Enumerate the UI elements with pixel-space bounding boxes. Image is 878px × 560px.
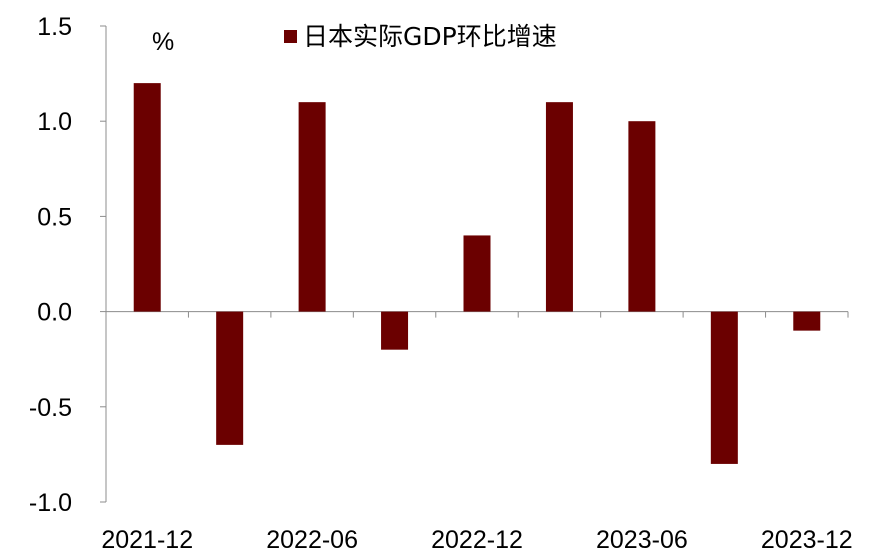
bar-2023-03: [545, 102, 573, 312]
x-tick-label: 2022-06: [266, 526, 358, 554]
x-tick-label: 2023-06: [596, 526, 688, 554]
bar-2022-09: [381, 311, 409, 350]
x-tick-label: 2021-12: [101, 526, 193, 554]
y-axis: -1.0 -0.5 0.0 0.5 1.0 1.5: [29, 13, 107, 517]
y-tick-label: 0.5: [37, 203, 72, 231]
bar-2023-12: [793, 311, 821, 331]
legend: 日本实际GDP环比增速: [284, 22, 557, 51]
bar-2021-12: [133, 83, 161, 312]
legend-label: 日本实际GDP环比增速: [303, 22, 557, 51]
bar-series: [133, 83, 821, 464]
x-axis: 2021-12 2022-06 2022-12 2023-06 2023-12: [101, 311, 853, 554]
legend-swatch: [284, 30, 297, 43]
bar-2022-03: [216, 311, 244, 445]
bar-2022-12: [463, 235, 491, 312]
y-tick-label: -1.0: [29, 489, 72, 517]
x-tick-label: 2022-12: [431, 526, 523, 554]
y-tick-label: 1.0: [37, 108, 72, 136]
y-tick-label: -0.5: [29, 394, 72, 422]
unit-label: %: [152, 28, 174, 56]
x-tick-label: 2023-12: [761, 526, 853, 554]
bar-2023-09: [710, 311, 738, 464]
bar-2023-06: [628, 121, 656, 312]
y-tick-label: 0.0: [37, 299, 72, 327]
bar-2022-06: [298, 102, 326, 312]
y-tick-label: 1.5: [37, 13, 72, 41]
